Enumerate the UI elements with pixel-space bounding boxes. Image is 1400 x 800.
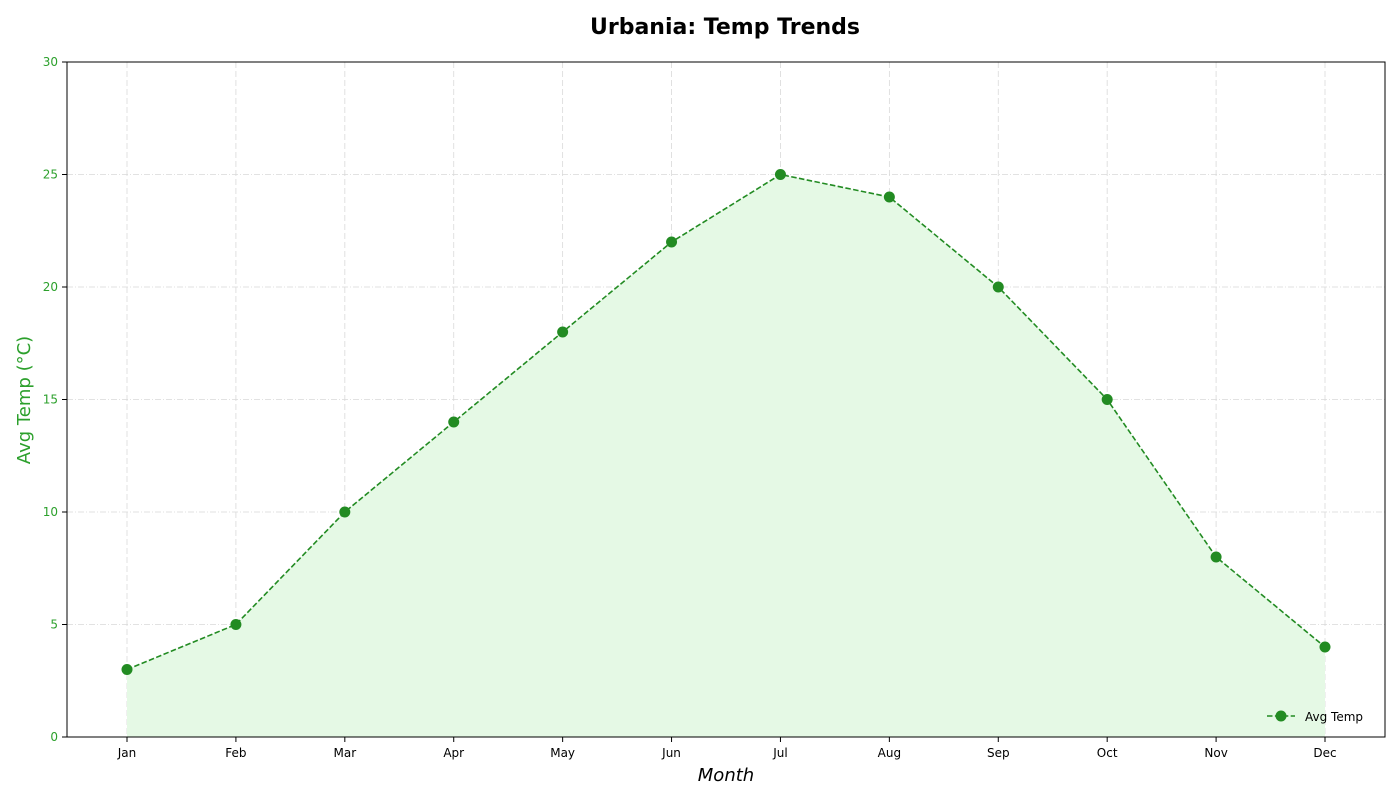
x-tick-label-jun: Jun xyxy=(661,746,681,760)
x-tick-label-mar: Mar xyxy=(333,746,356,760)
data-point-jun xyxy=(666,236,678,248)
y-tick-label-5: 5 xyxy=(50,618,58,632)
x-axis-label: Month xyxy=(698,765,754,786)
y-tick-label-20: 20 xyxy=(43,280,58,294)
y-tick-label-30: 30 xyxy=(43,55,58,69)
legend-label: Avg Temp xyxy=(1305,710,1363,724)
x-tick-label-jan: Jan xyxy=(117,746,137,760)
data-point-oct xyxy=(1101,394,1113,405)
data-point-sep xyxy=(992,281,1004,293)
data-point-nov xyxy=(1210,551,1222,563)
data-point-apr xyxy=(448,416,460,428)
x-tick-label-may: May xyxy=(550,746,575,760)
x-tick-label-sep: Sep xyxy=(987,746,1010,760)
data-point-mar xyxy=(339,506,351,518)
data-point-jan xyxy=(121,664,133,675)
y-tick-label-15: 15 xyxy=(43,393,58,407)
data-point-feb xyxy=(230,619,242,630)
series-line-avg-temp xyxy=(126,173,1326,671)
y-tick-label-0: 0 xyxy=(50,730,58,744)
data-point-dec xyxy=(1319,641,1331,653)
y-axis-label: Avg Temp (°C) xyxy=(14,336,35,464)
legend: Avg Temp xyxy=(1267,710,1363,724)
x-axis-ticks: Jan Feb Mar Apr May Jun Jul Aug Sep Oct Nov Dec xyxy=(117,737,1337,760)
x-tick-label-apr: Apr xyxy=(443,746,464,760)
x-tick-label-dec: Dec xyxy=(1313,746,1336,760)
chart-title: Urbania: Temp Trends xyxy=(590,15,860,40)
y-axis-ticks: 0 5 10 15 20 25 30 xyxy=(43,55,67,744)
y-tick-label-25: 25 xyxy=(43,168,58,182)
data-point-may xyxy=(557,326,569,338)
x-tick-label-nov: Nov xyxy=(1204,746,1227,760)
x-tick-label-feb: Feb xyxy=(225,746,246,760)
x-tick-label-aug: Aug xyxy=(878,746,901,760)
x-tick-label-oct: Oct xyxy=(1097,746,1118,760)
x-tick-label-jul: Jul xyxy=(772,746,787,760)
data-point-aug xyxy=(883,191,895,203)
area-fill xyxy=(127,174,1325,737)
data-point-jul xyxy=(774,169,786,180)
y-tick-label-10: 10 xyxy=(43,505,58,519)
legend-marker xyxy=(1275,710,1287,722)
data-points xyxy=(121,169,1331,675)
